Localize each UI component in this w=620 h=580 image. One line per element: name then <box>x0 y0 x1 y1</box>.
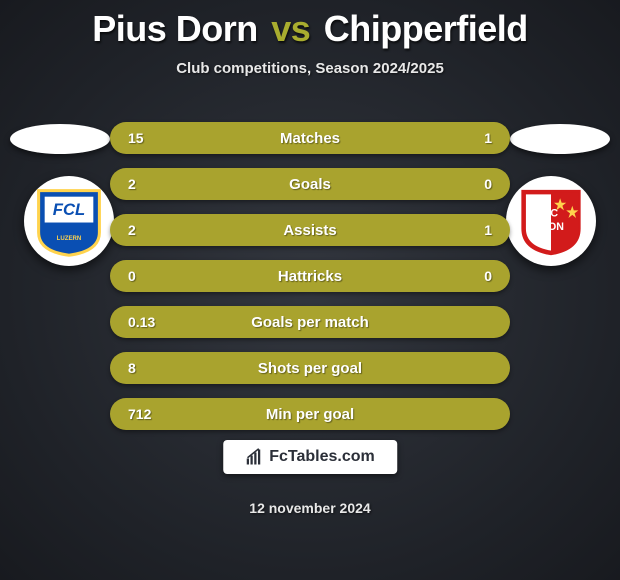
stat-right-value: 1 <box>484 222 492 238</box>
stat-right-value: 0 <box>484 268 492 284</box>
brand-text: FcTables.com <box>269 448 375 466</box>
stat-left-value: 712 <box>128 406 151 422</box>
stat-label: Hattricks <box>278 268 342 285</box>
stat-label: Min per goal <box>266 406 354 423</box>
stat-row-min-per-goal: 712 Min per goal <box>110 398 510 430</box>
stat-left-value: 8 <box>128 360 136 376</box>
svg-text:SION: SION <box>538 221 564 233</box>
brand-box[interactable]: FcTables.com <box>223 440 397 474</box>
stat-left-value: 2 <box>128 222 136 238</box>
player2-name: Chipperfield <box>324 8 528 49</box>
subtitle: Club competitions, Season 2024/2025 <box>0 60 620 77</box>
svg-text:LUZERN: LUZERN <box>57 235 82 242</box>
player1-name: Pius Dorn <box>92 8 258 49</box>
comparison-title: Pius Dorn vs Chipperfield <box>0 0 620 50</box>
stat-bars: 15 Matches 1 2 Goals 0 2 Assists 1 0 Hat… <box>110 122 510 444</box>
stat-right-value: 1 <box>484 130 492 146</box>
stat-row-goals: 2 Goals 0 <box>110 168 510 200</box>
stat-label: Assists <box>283 222 336 239</box>
player1-country-disc <box>10 124 110 154</box>
stat-row-hattricks: 0 Hattricks 0 <box>110 260 510 292</box>
stat-label: Goals <box>289 176 331 193</box>
stat-row-matches: 15 Matches 1 <box>110 122 510 154</box>
fcsion-logo-icon: FC SION <box>513 183 589 259</box>
stat-right-value: 0 <box>484 176 492 192</box>
stat-label: Goals per match <box>251 314 369 331</box>
stat-left-value: 2 <box>128 176 136 192</box>
player2-country-disc <box>510 124 610 154</box>
svg-text:FCL: FCL <box>53 200 85 219</box>
date-text: 12 november 2024 <box>249 500 370 516</box>
club-badge-left: FCL LUZERN <box>24 176 114 266</box>
stat-left-value: 15 <box>128 130 144 146</box>
svg-text:FC: FC <box>544 207 558 219</box>
vs-separator: vs <box>267 8 314 49</box>
fcl-logo-icon: FCL LUZERN <box>31 183 107 259</box>
stat-row-goals-per-match: 0.13 Goals per match <box>110 306 510 338</box>
chart-icon <box>245 448 263 466</box>
stat-label: Shots per goal <box>258 360 362 377</box>
stat-left-value: 0 <box>128 268 136 284</box>
stat-row-shots-per-goal: 8 Shots per goal <box>110 352 510 384</box>
stat-left-value: 0.13 <box>128 314 155 330</box>
stat-row-assists: 2 Assists 1 <box>110 214 510 246</box>
stat-label: Matches <box>280 130 340 147</box>
club-badge-right: FC SION <box>506 176 596 266</box>
